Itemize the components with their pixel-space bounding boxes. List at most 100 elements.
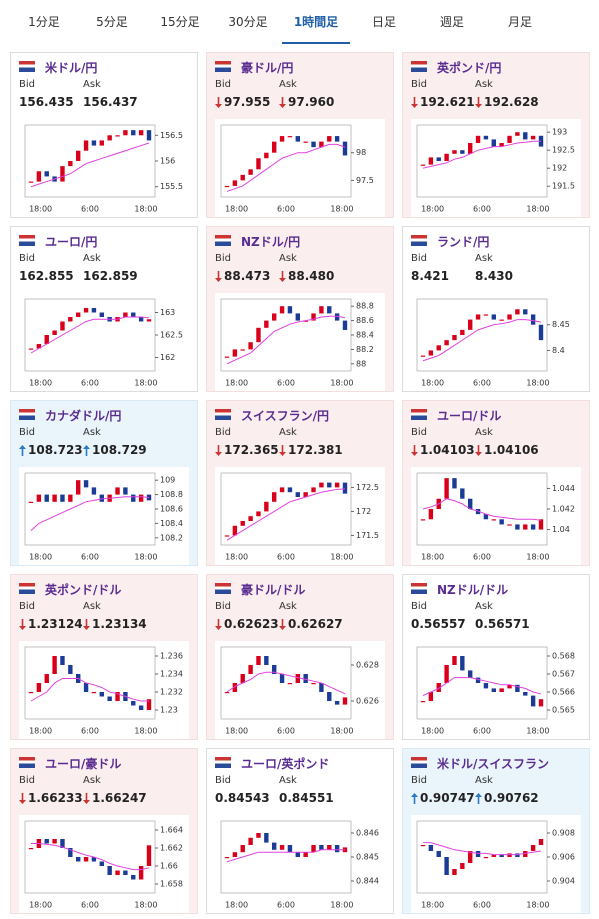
arrow-shape (83, 444, 90, 456)
arrow-shape (215, 444, 222, 456)
rate-card[interactable]: ユーロ/ドル Bid Ask 1.04103 1.04106 1.04 1.042 1.044… (402, 400, 590, 566)
candle (319, 845, 324, 850)
candle (507, 524, 512, 526)
candle (99, 861, 104, 866)
candle (530, 314, 536, 325)
rate-card[interactable]: ユーロ/英ポンド Bid Ask 0.84543 0.84551 0.844 0.845 0.… (206, 748, 394, 914)
candle (224, 356, 230, 358)
ask-label: Ask (475, 253, 493, 264)
rate-card[interactable]: ユーロ/円 Bid Ask 162.855 162.859 162 162.5 163 18:0… (10, 226, 198, 392)
y-tick-label: 108.8 (160, 490, 183, 499)
tab[interactable]: 日足 (371, 15, 396, 29)
rate-card[interactable]: 豪ドル/ドル Bid Ask 0.62623 0.62627 0.626 0.628 18:0… (206, 574, 394, 740)
pair-title[interactable]: NZドル/ドル (437, 583, 509, 597)
tab[interactable]: 1分足 (28, 15, 60, 29)
y-tick-label: 155.5 (160, 182, 183, 191)
candle (36, 494, 42, 502)
tab[interactable]: 15分足 (160, 15, 200, 29)
plot-frame (416, 124, 548, 198)
pair-title[interactable]: NZドル/円 (241, 235, 301, 249)
x-tick-label: 18:00 (225, 379, 248, 388)
mini-chart: 1.23 1.232 1.234 1.236 18:00 6:00 18:00 (19, 641, 189, 739)
ask-label: Ask (279, 601, 297, 612)
pair-title[interactable]: ランド/円 (437, 235, 490, 249)
rate-card[interactable]: NZドル/円 Bid Ask 88.473 88.480 88 88.2 88.4 88.6 88… (206, 226, 394, 392)
candle (83, 683, 89, 692)
moving-average (30, 678, 149, 702)
bid-text: 1.66233 (28, 791, 83, 805)
tab[interactable]: 5分足 (96, 15, 128, 29)
candle (68, 317, 73, 322)
candle (52, 839, 57, 844)
candle (99, 312, 104, 317)
rate-card[interactable]: ランド/円 Bid Ask 8.421 8.430 8.4 8.45 18:00 6:00 18:… (402, 226, 590, 392)
rate-card[interactable]: 英ポンド/円 Bid Ask 192.621 192.628 191.5 192 192.5 1… (402, 52, 590, 218)
candle (499, 143, 504, 147)
candle (287, 136, 293, 138)
candle (123, 487, 128, 495)
ask-label: Ask (475, 601, 493, 612)
rate-card[interactable]: カナダドル/円 Bid Ask 108.723 108.729 108.2 108.4 108… (10, 400, 198, 566)
candle (420, 701, 426, 703)
pair-title[interactable]: スイスフラン/円 (241, 409, 330, 423)
x-tick-label: 6:00 (277, 901, 295, 910)
tab[interactable]: 1時間足 (282, 0, 350, 44)
ask-text: 97.960 (288, 95, 335, 109)
candle (76, 857, 81, 862)
rate-card[interactable]: 米ドル/スイスフラン Bid Ask 0.90747 0.90762 0.904 0.906… (402, 748, 590, 914)
rate-card[interactable]: 米ドル/円 Bid Ask 156.435 156.437 155.5 156 156.5 18… (10, 52, 198, 218)
pair-title[interactable]: 米ドル/円 (45, 61, 98, 75)
trend-arrow (83, 444, 90, 456)
rate-card[interactable]: ユーロ/豪ドル Bid Ask 1.66233 1.66247 1.658 1.66 1.66… (10, 748, 198, 914)
pair-title[interactable]: 米ドル/スイスフラン (437, 757, 550, 771)
mini-chart: 97.5 98 18:00 6:00 18:00 (215, 119, 385, 217)
candle (272, 492, 277, 502)
candle (319, 141, 324, 148)
candle (491, 139, 496, 147)
rate-card[interactable]: 英ポンド/ドル Bid Ask 1.23124 1.23134 1.23 1.232 1.23… (10, 574, 198, 740)
pair-title[interactable]: ユーロ/英ポンド (241, 757, 330, 771)
arrow-shape (475, 96, 482, 108)
tab[interactable]: 月足 (507, 15, 532, 29)
candle (538, 519, 544, 530)
candle (240, 521, 245, 526)
candle (131, 701, 136, 706)
candle (232, 852, 238, 857)
tab[interactable]: 週足 (439, 15, 464, 29)
x-tick-label: 6:00 (473, 205, 491, 214)
rate-card[interactable]: NZドル/ドル Bid Ask 0.56557 0.56571 0.565 0.566 0.5… (402, 574, 590, 740)
rate-card[interactable]: スイスフラン/円 Bid Ask 172.365 172.381 171.5 172 172.… (206, 400, 394, 566)
ask-value: 162.859 (83, 269, 138, 283)
plot-frame (220, 646, 352, 720)
candle (538, 324, 544, 341)
candle (91, 692, 97, 694)
ask-label: Ask (279, 427, 297, 438)
y-tick-label: 192.5 (552, 146, 575, 155)
ask-text: 1.04106 (484, 443, 539, 457)
candle (530, 524, 536, 530)
y-tick-label: 88.6 (356, 316, 374, 325)
candle (303, 674, 308, 683)
trend-arrow (19, 618, 26, 630)
ask-value: 172.381 (279, 443, 343, 457)
pair-title[interactable]: 豪ドル/円 (241, 61, 294, 75)
moving-average (30, 496, 150, 531)
candle (224, 185, 230, 188)
pair-title[interactable]: ユーロ/円 (45, 235, 98, 249)
candle (68, 494, 73, 502)
pair-title[interactable]: カナダドル/円 (45, 409, 122, 423)
pair-title[interactable]: ユーロ/ドル (437, 409, 502, 423)
mini-chart: 191.5 192 192.5 193 18:00 6:00 18:00 (411, 119, 581, 217)
candle (52, 330, 57, 335)
flag-icon (411, 409, 427, 420)
candle (146, 699, 152, 710)
pair-title[interactable]: 英ポンド/円 (437, 61, 502, 75)
pair-title[interactable]: ユーロ/豪ドル (45, 757, 122, 771)
candle (295, 313, 300, 321)
tab[interactable]: 30分足 (228, 15, 268, 29)
candle (428, 509, 434, 520)
trend-arrow (411, 444, 418, 456)
pair-title[interactable]: 英ポンド/ドル (45, 583, 122, 597)
rate-card[interactable]: 豪ドル/円 Bid Ask 97.955 97.960 97.5 98 18:00 6:00 18… (206, 52, 394, 218)
pair-title[interactable]: 豪ドル/ドル (241, 583, 306, 597)
